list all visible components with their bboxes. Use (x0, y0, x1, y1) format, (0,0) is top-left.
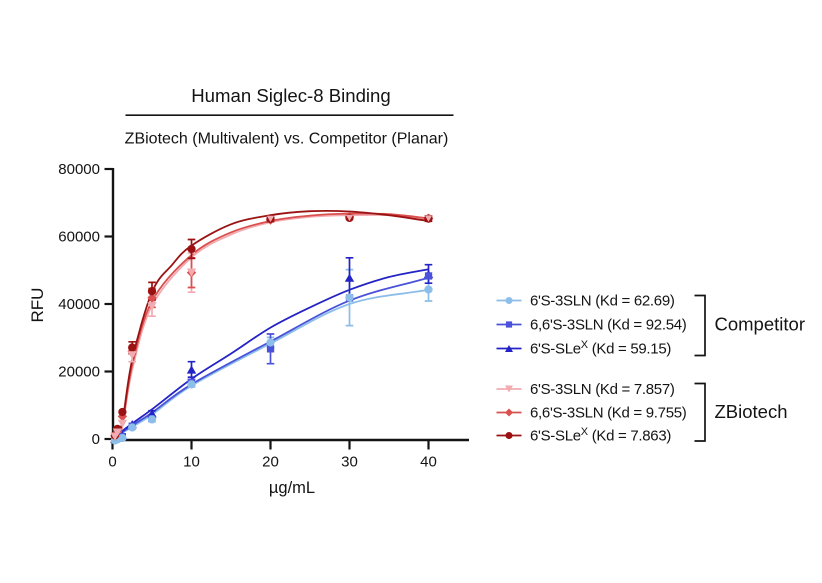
svg-text:ZBiotech (Multivalent) vs. Com: ZBiotech (Multivalent) vs. Competitor (P… (125, 131, 449, 148)
svg-text:0: 0 (108, 454, 116, 471)
svg-text:6'S-SLeX (Kd = 59.15): 6'S-SLeX (Kd = 59.15) (530, 339, 671, 358)
svg-text:Human Siglec-8 Binding: Human Siglec-8 Binding (191, 85, 390, 106)
svg-text:20000: 20000 (58, 364, 100, 381)
svg-text:60000: 60000 (58, 229, 100, 246)
svg-text:µg/mL: µg/mL (269, 479, 315, 497)
svg-text:RFU: RFU (28, 288, 47, 323)
svg-text:Competitor: Competitor (715, 314, 805, 335)
svg-text:30: 30 (341, 454, 358, 471)
svg-text:20: 20 (262, 454, 279, 471)
svg-text:6'S-SLeX (Kd = 7.863): 6'S-SLeX (Kd = 7.863) (530, 426, 671, 445)
svg-text:0: 0 (92, 431, 100, 448)
svg-text:6'S-3SLN (Kd = 62.69): 6'S-3SLN (Kd = 62.69) (530, 293, 675, 310)
svg-text:6,6'S-3SLN (Kd = 9.755): 6,6'S-3SLN (Kd = 9.755) (530, 405, 687, 422)
svg-text:80000: 80000 (58, 161, 100, 178)
svg-text:6,6'S-3SLN (Kd = 92.54): 6,6'S-3SLN (Kd = 92.54) (530, 317, 687, 334)
svg-text:ZBiotech: ZBiotech (715, 401, 788, 422)
svg-text:10: 10 (183, 454, 200, 471)
svg-text:40: 40 (420, 454, 437, 471)
svg-text:40000: 40000 (58, 296, 100, 313)
svg-text:6'S-3SLN (Kd = 7.857): 6'S-3SLN (Kd = 7.857) (530, 381, 675, 398)
